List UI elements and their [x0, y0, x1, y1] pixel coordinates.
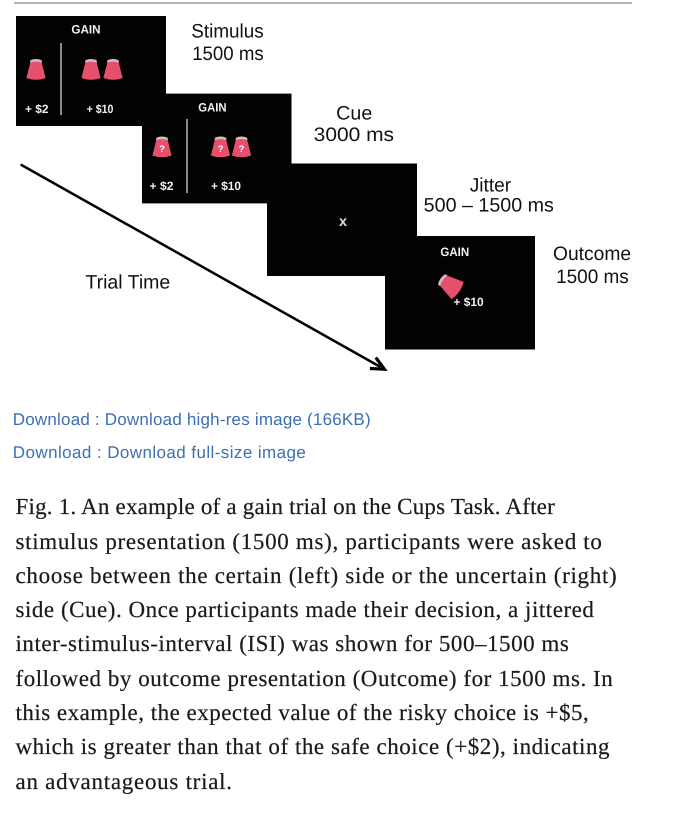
svg-text:GAIN: GAIN [440, 245, 469, 259]
svg-text:+ $10: + $10 [211, 179, 241, 193]
svg-text:GAIN: GAIN [198, 101, 226, 115]
svg-text:3000 ms: 3000 ms [314, 124, 395, 146]
svg-text:Trial Time: Trial Time [85, 271, 170, 293]
svg-text:+ $10: + $10 [87, 102, 114, 116]
svg-text:+ $10: + $10 [454, 295, 484, 309]
svg-text:500 – 1500 ms: 500 – 1500 ms [424, 195, 554, 217]
svg-text:Stimulus: Stimulus [191, 21, 264, 43]
svg-text:Cue: Cue [336, 102, 372, 124]
svg-text:+ $2: + $2 [25, 102, 49, 116]
svg-text:1500 ms: 1500 ms [192, 43, 264, 65]
svg-text:1500 ms: 1500 ms [556, 266, 629, 288]
svg-text:+ $2: + $2 [150, 179, 174, 193]
svg-text:x: x [339, 214, 347, 230]
svg-text:Jitter: Jitter [470, 174, 512, 196]
svg-text:Outcome: Outcome [553, 243, 631, 265]
svg-text:GAIN: GAIN [71, 23, 100, 37]
